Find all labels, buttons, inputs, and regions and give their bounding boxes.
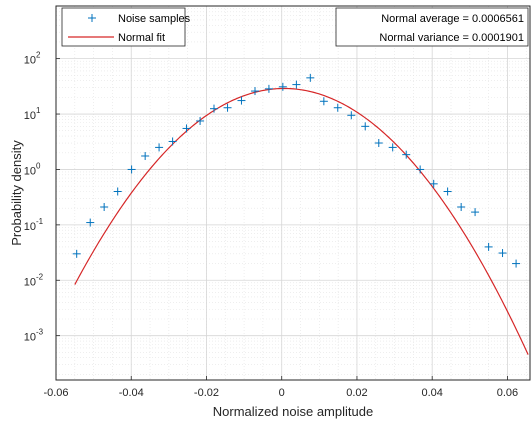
legend-label-noise-samples: Noise samples	[118, 13, 191, 25]
noise-sample-point	[416, 165, 425, 174]
y-tick-exponent: 0	[36, 161, 41, 170]
x-tick-label: 0.06	[497, 387, 518, 399]
marker-layer	[72, 73, 521, 268]
y-tick-label: 10	[24, 276, 36, 288]
x-tick-labels: -0.06 -0.04 -0.02 0 0.02 0.04 0.06	[43, 387, 518, 399]
stats-annotation: Normal average = 0.0006561 Normal varian…	[335, 7, 529, 47]
normal-variance-label: Normal variance = 0.0001901	[379, 32, 524, 44]
major-grid	[55, 6, 530, 380]
y-tick-label: 10	[24, 55, 36, 67]
noise-sample-point	[141, 151, 150, 160]
tick-marks	[55, 58, 508, 380]
noise-sample-point	[278, 82, 287, 91]
x-tick-label: 0	[279, 387, 285, 399]
noise-sample-point	[347, 111, 356, 120]
noise-sample-point	[264, 84, 273, 93]
noise-sample-point	[196, 116, 205, 125]
noise-sample-point	[402, 150, 411, 159]
noise-sample-point	[471, 208, 480, 217]
noise-sample-point	[306, 73, 315, 82]
axes-background	[56, 6, 530, 380]
noise-sample-point	[457, 203, 466, 212]
y-axis-label: Probability density	[9, 140, 24, 246]
noise-sample-point	[361, 122, 370, 131]
noise-sample-point	[292, 80, 301, 89]
x-tick-label: 0.02	[346, 387, 367, 399]
noise-sample-point	[333, 103, 342, 112]
x-tick-label: 0.04	[421, 387, 442, 399]
legend: Noise samples Normal fit	[61, 7, 191, 47]
y-tick-exponent: -2	[36, 272, 44, 281]
noise-sample-point	[210, 104, 218, 113]
noise-sample-point	[168, 137, 177, 146]
x-tick-label: -0.04	[119, 387, 144, 399]
noise-sample-point	[127, 165, 136, 174]
noise-sample-point	[388, 143, 397, 152]
y-tick-exponent: -3	[36, 328, 44, 337]
noise-sample-point	[237, 96, 246, 105]
axes-frame	[55, 5, 531, 381]
x-axis-label: Normalized noise amplitude	[213, 404, 373, 419]
noise-sample-point	[498, 249, 507, 258]
normal-average-label: Normal average = 0.0006561	[381, 13, 524, 25]
y-tick-exponent: -1	[36, 217, 44, 226]
legend-marker-swatch	[88, 14, 96, 22]
y-tick-label: 10	[24, 332, 36, 344]
noise-sample-point	[182, 124, 191, 133]
noise-sample-point	[429, 179, 438, 188]
normal-fit-curve	[74, 87, 529, 355]
noise-sample-point	[223, 103, 232, 112]
noise-sample-point	[319, 97, 328, 106]
x-tick-label: -0.06	[43, 387, 68, 399]
noise-sample-point	[113, 187, 122, 196]
noise-sample-point	[484, 242, 493, 251]
noise-sample-point	[155, 143, 164, 152]
stats-box	[335, 7, 529, 47]
legend-box	[61, 7, 186, 47]
y-tick-label: 10	[24, 165, 36, 177]
y-tick-label: 10	[24, 221, 36, 233]
x-tick-label: -0.02	[194, 387, 219, 399]
noise-sample-point	[72, 249, 81, 258]
legend-label-normal-fit: Normal fit	[118, 32, 165, 44]
noise-sample-point	[512, 259, 521, 268]
noise-sample-point	[443, 187, 452, 196]
y-tick-exponent: 2	[36, 51, 41, 60]
noise-sample-point	[374, 139, 383, 148]
noise-sample-point	[86, 218, 95, 227]
fit-layer	[74, 87, 529, 355]
noise-sample-point	[100, 203, 109, 212]
y-tick-exponent: 1	[36, 106, 41, 115]
noise-sample-point	[251, 87, 260, 96]
y-tick-label: 10	[24, 110, 36, 122]
